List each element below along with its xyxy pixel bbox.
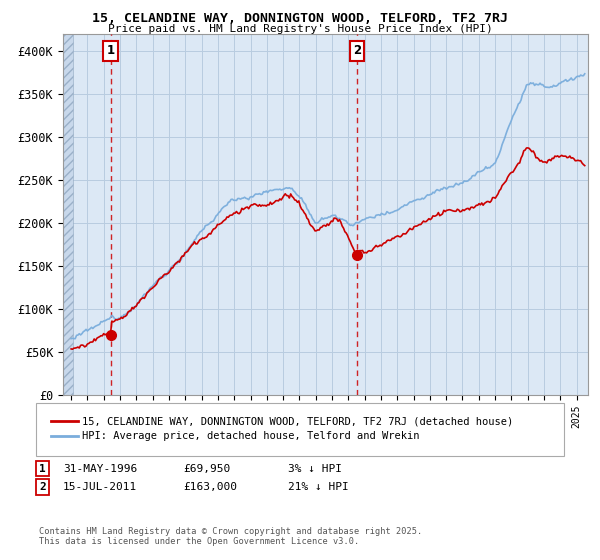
- Text: 2: 2: [353, 44, 361, 58]
- Text: 2: 2: [39, 482, 46, 492]
- Text: 15, CELANDINE WAY, DONNINGTON WOOD, TELFORD, TF2 7RJ: 15, CELANDINE WAY, DONNINGTON WOOD, TELF…: [92, 12, 508, 25]
- Text: 31-MAY-1996: 31-MAY-1996: [63, 464, 137, 474]
- Text: 1: 1: [39, 464, 46, 474]
- Text: 15, CELANDINE WAY, DONNINGTON WOOD, TELFORD, TF2 7RJ (detached house): 15, CELANDINE WAY, DONNINGTON WOOD, TELF…: [82, 416, 514, 426]
- Text: Contains HM Land Registry data © Crown copyright and database right 2025.
This d: Contains HM Land Registry data © Crown c…: [39, 526, 422, 546]
- Text: £69,950: £69,950: [183, 464, 230, 474]
- Text: £163,000: £163,000: [183, 482, 237, 492]
- Text: 15-JUL-2011: 15-JUL-2011: [63, 482, 137, 492]
- Text: HPI: Average price, detached house, Telford and Wrekin: HPI: Average price, detached house, Telf…: [82, 431, 420, 441]
- Text: 1: 1: [107, 44, 115, 58]
- Text: 21% ↓ HPI: 21% ↓ HPI: [288, 482, 349, 492]
- Text: 3% ↓ HPI: 3% ↓ HPI: [288, 464, 342, 474]
- Text: Price paid vs. HM Land Registry's House Price Index (HPI): Price paid vs. HM Land Registry's House …: [107, 24, 493, 34]
